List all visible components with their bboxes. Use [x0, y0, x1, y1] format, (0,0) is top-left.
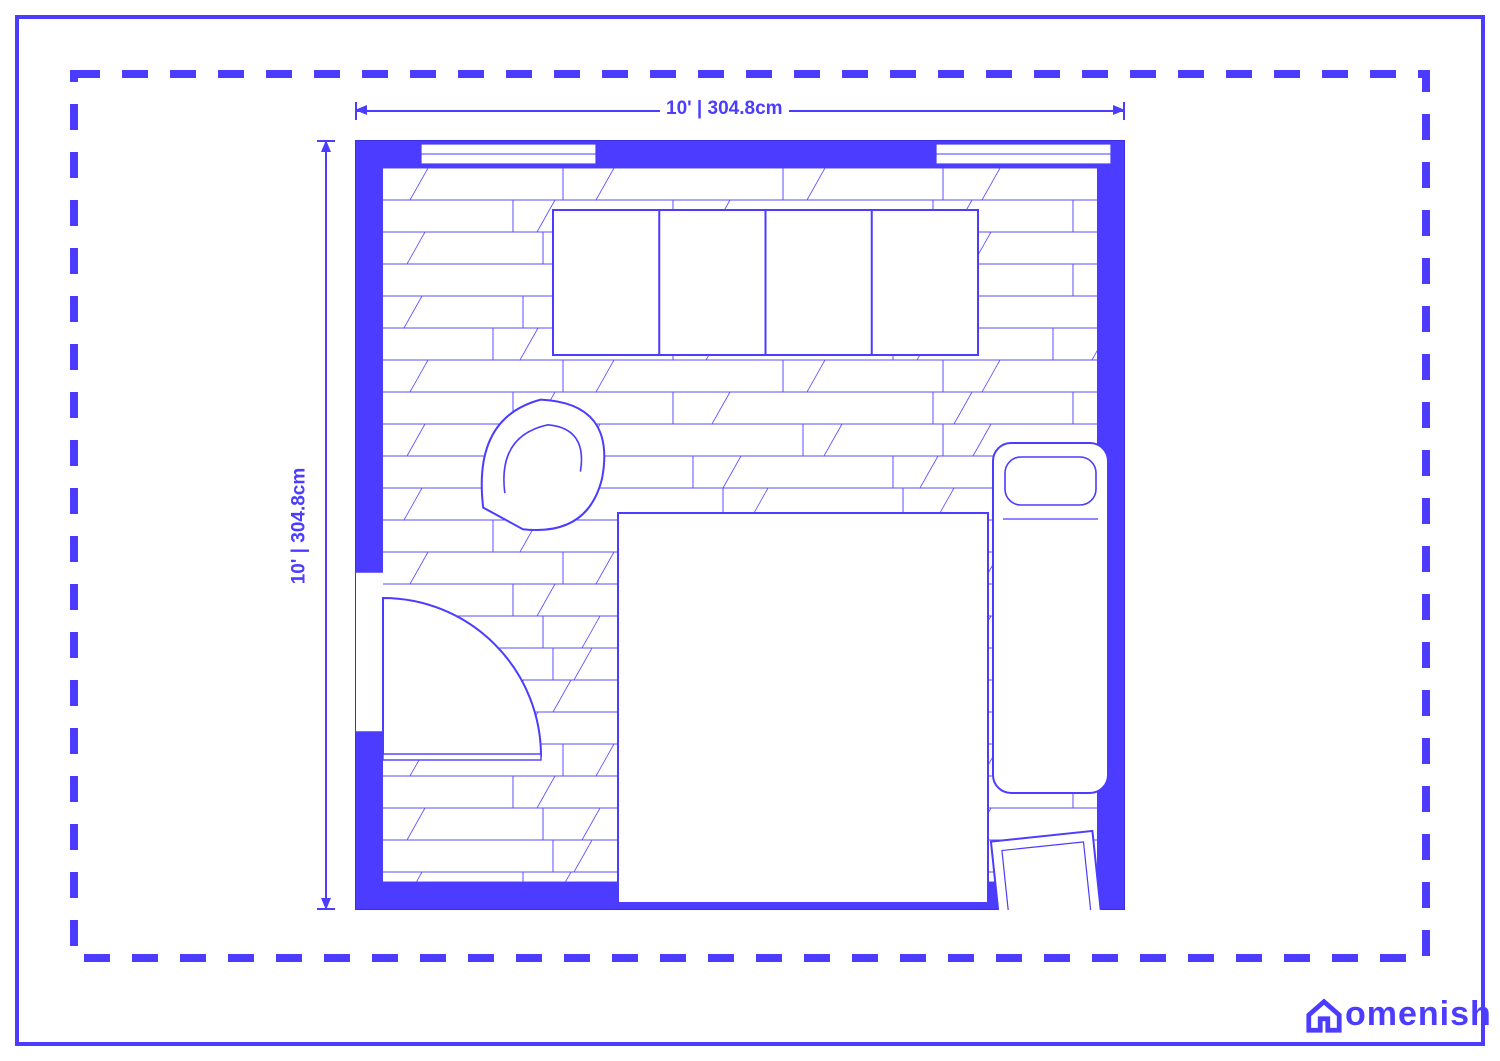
wardrobe — [553, 210, 978, 355]
dim-height-label: 10' | 304.8cm — [288, 462, 310, 591]
window-1 — [936, 144, 1111, 164]
door-swing — [383, 598, 541, 760]
floor-plan — [355, 140, 1125, 910]
chair — [482, 400, 605, 530]
window-0 — [421, 144, 596, 164]
daybed — [993, 443, 1108, 793]
side-table — [991, 831, 1103, 910]
brand-logo: omenish — [1305, 995, 1492, 1034]
bed — [618, 513, 988, 903]
brand-text: omenish — [1345, 995, 1492, 1034]
dim-width-label: 10' | 304.8cm — [660, 98, 789, 120]
dim-height-line — [325, 140, 327, 910]
house-icon — [1305, 996, 1343, 1034]
